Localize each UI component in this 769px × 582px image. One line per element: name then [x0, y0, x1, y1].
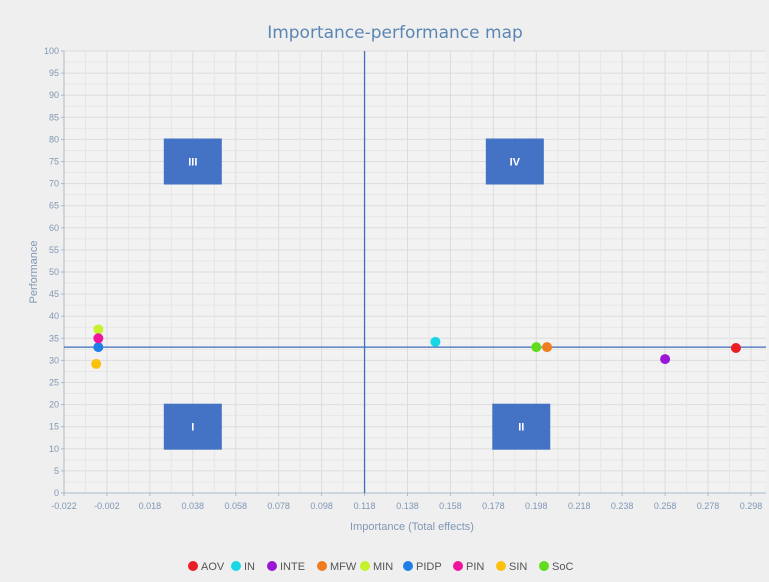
y-tick-label: 80	[49, 134, 59, 144]
y-tick-label: 70	[49, 179, 59, 189]
point-mfw	[542, 342, 553, 353]
y-tick-label: 55	[49, 245, 59, 255]
legend-marker-aov	[188, 561, 198, 571]
chart-title: Importance-performance map	[267, 23, 523, 43]
point-soc	[531, 342, 542, 353]
y-tick-label: 100	[44, 46, 59, 56]
point-min	[93, 324, 104, 335]
quadrant-box-ii	[492, 403, 551, 450]
x-axis-ticks: -0.022 -0.002 0.018 0.038 0.058 0.078 0.098 0.1…	[51, 493, 762, 511]
point-in	[430, 336, 441, 347]
y-tick-label: 75	[49, 157, 59, 167]
quadrant-label-iv: IV	[510, 157, 521, 169]
y-axis-label: Performance	[28, 241, 40, 304]
quadrant-label-ii: II	[518, 422, 524, 434]
y-tick-label: 5	[54, 466, 59, 476]
x-tick-label: 0.018	[139, 501, 162, 511]
legend-label-aov: AOV	[201, 561, 225, 573]
x-tick-label: 0.078	[267, 501, 290, 511]
legend-label-soc: SoC	[552, 561, 573, 573]
x-tick-label: 0.218	[568, 501, 591, 511]
y-tick-label: 65	[49, 201, 59, 211]
legend-marker-min	[360, 561, 370, 571]
legend-marker-soc	[539, 561, 549, 571]
data-points	[91, 324, 741, 369]
legend-marker-mfw	[317, 561, 327, 571]
legend: AOV IN INTE MFW MIN PIDP PIN SIN SoC	[188, 561, 573, 573]
y-axis-ticks: 0 5 10 15 20 25 30 35 40 45 50 55 60 65 70 75 80 85 90 95 10…	[44, 46, 64, 498]
x-tick-label: 0.278	[697, 501, 720, 511]
quadrant-box-iii	[163, 138, 222, 185]
legend-label-min: MIN	[373, 561, 393, 573]
legend-label-pin: PIN	[466, 561, 484, 573]
y-tick-label: 0	[54, 488, 59, 498]
point-inte	[660, 354, 671, 365]
y-tick-label: 30	[49, 355, 59, 365]
legend-marker-inte	[267, 561, 277, 571]
x-tick-label: -0.002	[94, 501, 120, 511]
y-tick-label: 40	[49, 311, 59, 321]
y-tick-label: 50	[49, 267, 59, 277]
x-axis-label: Importance (Total effects)	[350, 521, 474, 533]
x-tick-label: 0.298	[740, 501, 763, 511]
x-tick-label: 0.198	[525, 501, 548, 511]
x-tick-label: 0.158	[439, 501, 462, 511]
legend-marker-sin	[496, 561, 506, 571]
y-tick-label: 45	[49, 289, 59, 299]
legend-label-pidp: PIDP	[416, 561, 442, 573]
x-tick-label: 0.178	[482, 501, 505, 511]
x-tick-label: -0.022	[51, 501, 77, 511]
x-tick-label: 0.058	[224, 501, 247, 511]
x-tick-label: 0.098	[310, 501, 333, 511]
x-tick-label: 0.238	[611, 501, 634, 511]
y-tick-label: 95	[49, 68, 59, 78]
point-aov	[730, 343, 741, 354]
point-pin	[93, 333, 104, 344]
legend-label-in: IN	[244, 561, 255, 573]
x-tick-label: 0.038	[182, 501, 205, 511]
quadrant-box-iv	[485, 138, 544, 185]
y-tick-label: 25	[49, 378, 59, 388]
legend-label-mfw: MFW	[330, 561, 357, 573]
y-tick-label: 15	[49, 422, 59, 432]
legend-marker-pidp	[403, 561, 413, 571]
y-tick-label: 10	[49, 444, 59, 454]
y-tick-label: 60	[49, 223, 59, 233]
legend-label-sin: SIN	[509, 561, 527, 573]
quadrant-label-iii: III	[188, 157, 197, 169]
point-pidp	[93, 342, 104, 353]
quadrant-labels: III IVI II	[163, 138, 551, 450]
y-tick-label: 90	[49, 90, 59, 100]
legend-marker-in	[231, 561, 241, 571]
y-tick-label: 85	[49, 112, 59, 122]
quadrant-label-i: I	[191, 422, 194, 434]
y-tick-label: 35	[49, 333, 59, 343]
reference-lines	[64, 51, 766, 493]
x-tick-label: 0.138	[396, 501, 419, 511]
x-tick-label: 0.258	[654, 501, 677, 511]
legend-marker-pin	[453, 561, 463, 571]
point-sin	[91, 358, 102, 369]
legend-label-inte: INTE	[280, 561, 305, 573]
x-tick-label: 0.118	[354, 501, 376, 511]
quadrant-box-i	[163, 403, 222, 450]
y-tick-label: 20	[49, 400, 59, 410]
